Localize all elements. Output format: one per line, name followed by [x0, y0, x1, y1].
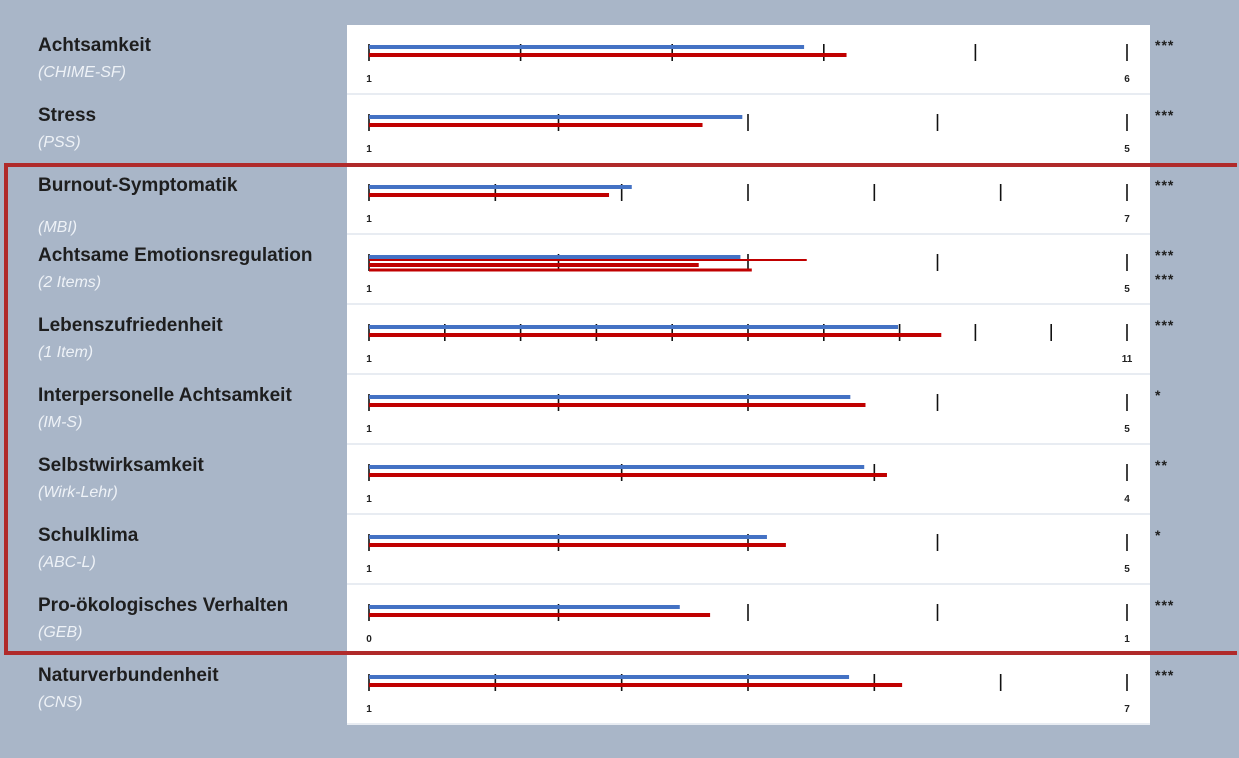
scale-max-label: 5	[1124, 144, 1130, 155]
bar-plot	[368, 114, 1128, 131]
row-label: Naturverbundenheit	[38, 665, 219, 686]
scale-min-label: 1	[366, 214, 372, 225]
row-label: Pro-ökologisches Verhalten	[38, 595, 289, 616]
bar-plot	[368, 674, 1128, 691]
scale-max-label: 4	[1124, 494, 1130, 505]
chart-row: Interpersonelle Achtsamkeit (IM-S) 1 5 *	[0, 375, 1239, 445]
chart-row: Achtsamkeit (CHIME-SF) 1 6 ***	[0, 25, 1239, 95]
bar-plot	[368, 44, 1128, 61]
chart-row: Selbstwirksamkeit (Wirk-Lehr) 1 4 **	[0, 445, 1239, 515]
bar-plot	[368, 394, 1128, 411]
bar-plot	[368, 324, 1128, 341]
scale-min-label: 1	[366, 144, 372, 155]
scale-min-label: 1	[366, 74, 372, 85]
scale-min-label: 1	[366, 284, 372, 295]
row-instrument: (PSS)	[38, 134, 81, 151]
scale-max-label: 5	[1124, 424, 1130, 435]
scale-min-label: 1	[366, 704, 372, 715]
scale-min-label: 1	[366, 424, 372, 435]
significance-label: ***	[1155, 271, 1175, 287]
scale-max-label: 6	[1124, 74, 1130, 85]
row-instrument: (CHIME-SF)	[38, 64, 126, 81]
row-instrument: (IM-S)	[38, 414, 83, 431]
chart-row: Lebenszufriedenheit (1 Item) 1 11 ***	[0, 305, 1239, 375]
chart-row: Burnout-Symptomatik (MBI) 1 7 ***	[0, 165, 1239, 236]
chart-row: Stress (PSS) 1 5 ***	[0, 95, 1239, 165]
scale-min-label: 0	[366, 634, 372, 645]
bar-plot	[368, 534, 1128, 551]
significance-label: ***	[1155, 667, 1175, 683]
row-label: Achtsamkeit	[38, 35, 151, 56]
row-instrument: (Wirk-Lehr)	[38, 484, 118, 501]
scale-max-label: 11	[1121, 354, 1133, 365]
bar-plot	[368, 254, 1128, 272]
bar-plot	[368, 604, 1128, 621]
row-instrument: (GEB)	[38, 624, 83, 641]
scale-max-label: 7	[1124, 214, 1130, 225]
scale-max-label: 7	[1124, 704, 1130, 715]
scale-min-label: 1	[366, 494, 372, 505]
bar-plot	[368, 184, 1128, 201]
scale-max-label: 1	[1124, 634, 1130, 645]
chart-row: Schulklima (ABC-L) 1 5 *	[0, 515, 1239, 585]
significance-label: ***	[1155, 597, 1175, 613]
row-instrument: (MBI)	[38, 219, 78, 236]
row-instrument: (CNS)	[38, 694, 83, 711]
row-label: Selbstwirksamkeit	[38, 455, 204, 476]
row-instrument: (2 Items)	[38, 274, 102, 291]
scale-min-label: 1	[366, 564, 372, 575]
row-label: Interpersonelle Achtsamkeit	[38, 385, 292, 406]
row-label: Schulklima	[38, 525, 139, 546]
bar-plot	[368, 464, 1128, 481]
row-label: Burnout-Symptomatik	[38, 175, 238, 196]
significance-label: ***	[1155, 247, 1175, 263]
significance-label: ***	[1155, 317, 1175, 333]
row-label: Stress	[38, 105, 97, 126]
significance-label: **	[1155, 457, 1168, 473]
significance-label: ***	[1155, 107, 1175, 123]
bar-panel: 1 11	[347, 305, 1150, 375]
significance-label: ***	[1155, 177, 1175, 193]
scale-min-label: 1	[366, 354, 372, 365]
significance-label: *	[1155, 527, 1162, 543]
row-instrument: (1 Item)	[38, 344, 94, 361]
significance-label: ***	[1155, 37, 1175, 53]
scale-max-label: 5	[1124, 564, 1130, 575]
highlight-box	[4, 163, 1237, 655]
chart-row: Achtsame Emotionsregulation (2 Items) 1 5 **…	[0, 235, 1239, 305]
chart-row: Naturverbundenheit (CNS) 1 7 ***	[0, 655, 1239, 725]
significance-label: *	[1155, 387, 1162, 403]
row-label: Lebenszufriedenheit	[38, 315, 223, 336]
row-label: Achtsame Emotionsregulation	[38, 245, 313, 266]
scale-max-label: 5	[1124, 284, 1130, 295]
row-instrument: (ABC-L)	[38, 554, 96, 571]
